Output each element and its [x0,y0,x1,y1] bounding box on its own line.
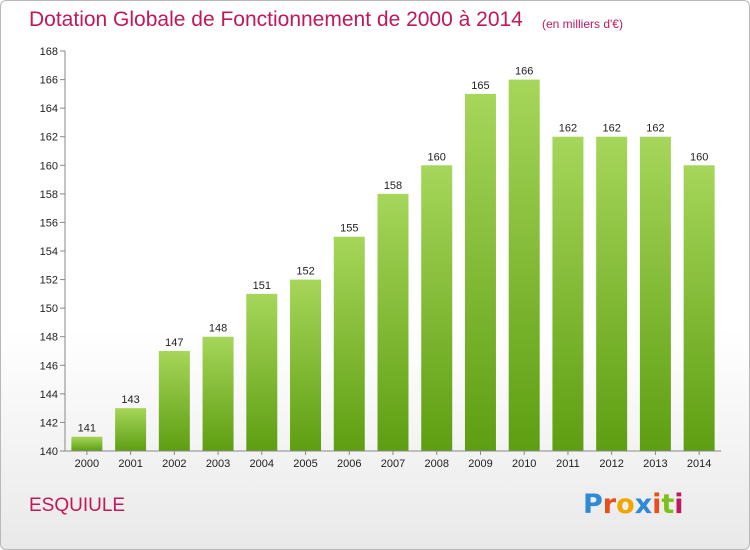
y-axis: 140 142 144 146 148 150 152 154 156 158 160 162 164 1… [40,46,66,458]
x-tick-label: 2013 [643,458,667,470]
y-tick-label: 166 [40,75,58,87]
bar-2011 [552,136,584,451]
x-tick-label: 2006 [337,458,361,470]
x-tick-label: 2014 [687,458,711,470]
bar-2010 [508,79,540,452]
bar-2007 [377,193,409,451]
x-tick-label: 2010 [512,458,536,470]
y-tick-label: 164 [40,103,58,115]
x-tick-label: 2005 [293,458,317,470]
y-tick-label: 148 [40,332,58,344]
logo-letter: r [602,489,617,520]
data-label: 166 [515,66,533,78]
data-label: 152 [296,266,314,278]
data-label: 141 [78,423,96,435]
bar-2002 [158,351,190,451]
logo-letter: i [652,489,662,520]
x-tick-label: 2008 [424,458,448,470]
commune-name: ESQUIULE [29,495,126,516]
bars: 141 143 147 148 151 152 155 158 160 165 166 162 162 1… [71,66,715,452]
x-tick-label: 2007 [381,458,405,470]
chart-unit: (en milliers d'€) [542,17,623,31]
y-tick-label: 168 [40,46,58,58]
x-tick-label: 2003 [206,458,230,470]
y-tick-label: 160 [40,160,58,172]
logo-letter: x [634,489,653,520]
bar-2014 [683,165,715,452]
data-label: 143 [121,394,139,406]
data-label: 162 [646,123,664,135]
x-tick-label: 2000 [75,458,99,470]
bar-2013 [639,136,671,451]
y-tick-label: 142 [40,417,58,429]
y-tick-label: 150 [40,303,58,315]
data-label: 160 [428,151,446,163]
x-tick-label: 2011 [556,458,580,470]
data-label: 151 [253,280,271,292]
bar-2008 [421,165,453,452]
proxiti-logo: Proxiti [583,489,684,520]
bar-2009 [464,93,496,451]
data-label: 160 [690,151,708,163]
y-tick-label: 152 [40,275,58,287]
data-label: 162 [559,123,577,135]
chart-title: Dotation Globale de Fonctionnement de 20… [29,8,523,31]
bar-2012 [596,136,628,451]
logo-letter: o [616,489,635,520]
bar-2004 [246,293,278,451]
data-label: 158 [384,180,402,192]
y-tick-label: 158 [40,189,58,201]
x-tick-label: 2001 [118,458,142,470]
x-tick-label: 2002 [162,458,186,470]
logo-letter: i [674,489,684,520]
data-label: 162 [602,123,620,135]
y-tick-label: 146 [40,360,58,372]
bar-2006 [333,236,365,451]
logo-letter: P [583,489,603,520]
bar-2001 [115,408,147,451]
bar-2003 [202,336,234,451]
x-tick-label: 2012 [599,458,623,470]
x-tick-label: 2009 [468,458,492,470]
data-label: 148 [209,323,227,335]
logo-letter: t [661,489,675,520]
data-label: 155 [340,223,358,235]
y-tick-label: 154 [40,246,58,258]
x-tick-label: 2004 [250,458,274,470]
data-label: 165 [471,80,489,92]
data-label: 147 [165,337,183,349]
bar-2000 [71,436,103,451]
y-tick-label: 162 [40,132,58,144]
y-tick-label: 156 [40,217,58,229]
y-tick-label: 140 [40,446,58,458]
y-tick-label: 144 [40,389,58,401]
bar-2005 [290,279,322,451]
x-axis: 2000 2001 2002 2003 2004 2005 2006 2007 2008 2009… [65,450,721,470]
